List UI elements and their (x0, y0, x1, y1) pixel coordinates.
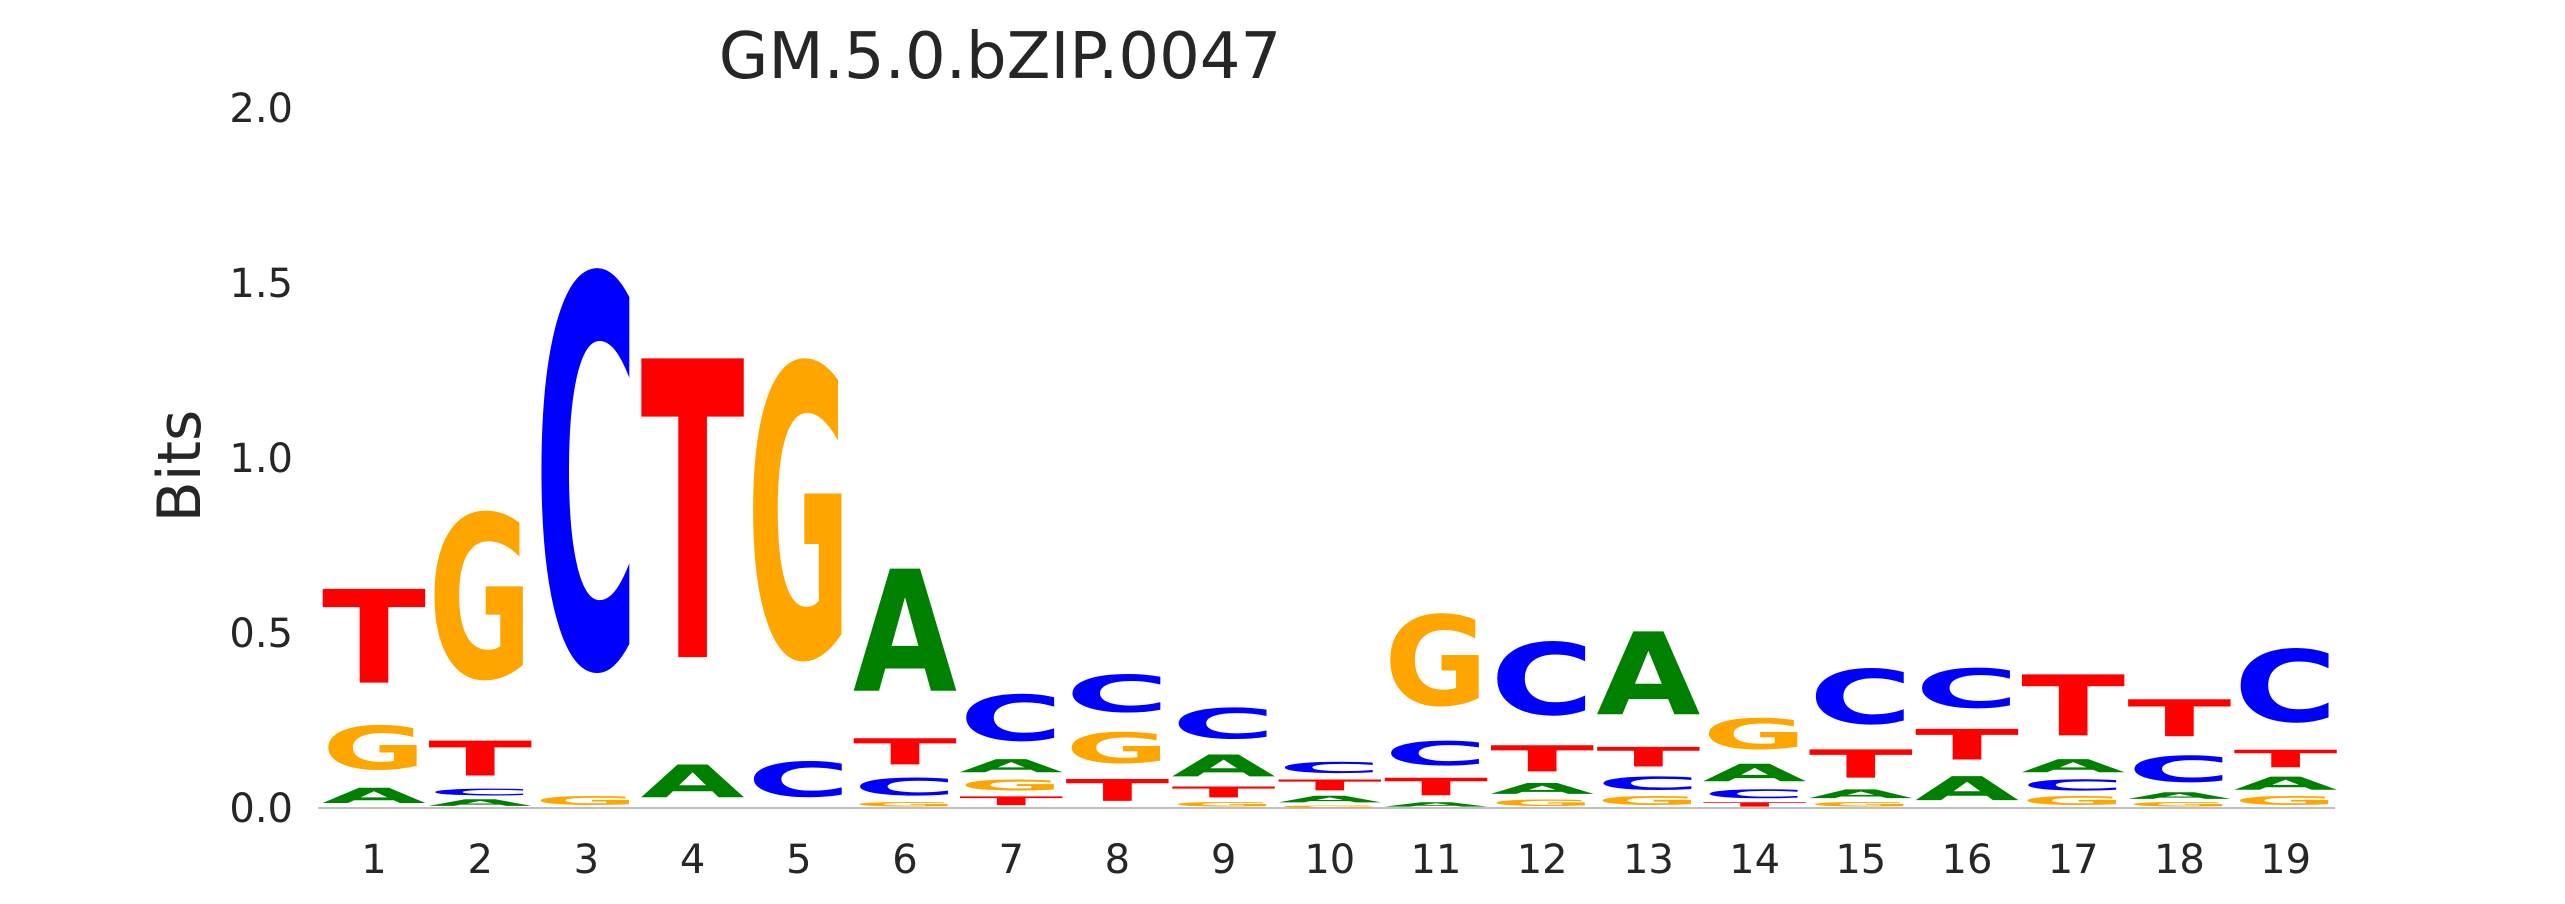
x-tick-label: 17 (2048, 837, 2099, 883)
logo-letter-T: T (1809, 742, 1913, 787)
logo-letter-G: G (1065, 724, 1169, 773)
logo-letter-C: C (428, 787, 532, 797)
logo-letter-A: A (1703, 759, 1807, 787)
x-tick-label: 9 (1211, 837, 1236, 883)
logo-letter-T: T (1278, 776, 1382, 794)
logo-letter-A: A (959, 756, 1063, 777)
logo-letter-G: G (1703, 710, 1807, 759)
logo-letter-A: A (428, 798, 532, 808)
x-tick-label: 5 (786, 837, 811, 883)
chart-title: GM.5.0.bZIP.0047 (719, 20, 1281, 94)
logo-letter-C: C (1065, 665, 1169, 724)
logo-letter-G: G (1809, 801, 1913, 808)
logo-letter-G: G (853, 801, 957, 808)
logo-letter-G: G (2234, 794, 2338, 808)
logo-letter-A: A (1278, 794, 1382, 804)
logo-letter-T: T (853, 731, 957, 773)
y-axis-label: Bits (145, 410, 215, 523)
y-tick-labels: 0.0 0.5 1.0 1.5 2.0 (229, 86, 293, 832)
y-tick-label: 0.5 (229, 611, 293, 657)
x-tick-label: 3 (574, 837, 599, 883)
logo-letter-T: T (322, 564, 426, 714)
logo-letter-G: G (428, 469, 532, 730)
logo-letter-T: T (1703, 801, 1807, 808)
x-tick-label: 11 (1411, 837, 1462, 883)
logo-letter-C: C (747, 752, 851, 808)
y-tick-label: 2.0 (229, 86, 293, 132)
logo-letter-C: C (534, 169, 638, 792)
logo-letter-G: G (1278, 805, 1382, 808)
logo-letter-A: A (2234, 773, 2338, 794)
logo-letter-C: C (2234, 630, 2338, 745)
logo-letter-A: A (641, 756, 746, 808)
logo-letter-A: A (1172, 749, 1276, 784)
logo-letter-T: T (959, 794, 1063, 808)
logo-letter-A: A (322, 784, 426, 808)
x-tick-label: 12 (1517, 837, 1568, 883)
logo-letter-T: T (1065, 773, 1169, 808)
logo-letter-T: T (2127, 689, 2231, 748)
x-tick-label: 19 (2260, 837, 2311, 883)
x-tick-label: 6 (892, 837, 917, 883)
logo-letter-A: A (1384, 801, 1489, 808)
logo-letter-G: G (322, 714, 426, 783)
logo-letter-A: A (1915, 770, 2019, 808)
logo-letter-A: A (1490, 780, 1594, 798)
x-tick-label: 16 (1942, 837, 1993, 883)
logo-letter-T: T (2234, 745, 2338, 773)
logo-letter-A: A (1596, 609, 1700, 741)
logo-letter-C: C (1703, 787, 1807, 801)
logo-letter-A: A (2021, 756, 2125, 777)
logo-letter-T: T (1596, 741, 1700, 772)
x-tick-label: 8 (1105, 837, 1130, 883)
logo-letter-T: T (1915, 721, 2019, 770)
y-tick-label: 1.0 (229, 436, 293, 482)
logo-letter-G: G (1384, 592, 1488, 735)
logo-letter-T: T (1172, 783, 1276, 801)
logo-letter-G: G (1172, 801, 1276, 808)
x-tick-label: 4 (680, 837, 705, 883)
logo-letter-C: C (1172, 700, 1276, 749)
logo-letter-A: A (1809, 787, 1913, 801)
logo-letter-C: C (1915, 658, 2019, 720)
x-tick-label: 7 (998, 837, 1023, 883)
logo-letter-G: G (2021, 794, 2125, 808)
logo-letter-T: T (1490, 738, 1594, 780)
logo-letter-C: C (1596, 773, 1700, 794)
logo-letter-C: C (1490, 623, 1594, 738)
logo-letter-G: G (534, 794, 638, 808)
logo-letter-G: G (1490, 798, 1594, 808)
logo-letter-A: A (2127, 791, 2231, 801)
x-tick-label: 2 (467, 837, 492, 883)
logo-letter-C: C (2021, 776, 2125, 794)
logo-letter-G: G (747, 285, 851, 752)
logo-letter-T: T (1384, 773, 1488, 801)
logo-letter-T: T (428, 731, 532, 787)
logo-letter-C: C (2127, 749, 2231, 791)
logo-letter-C: C (1278, 759, 1382, 777)
x-tick-label: 13 (1623, 837, 1674, 883)
logo-letter-G: G (1596, 794, 1700, 808)
x-tick-label: 15 (1835, 837, 1886, 883)
x-tick-label: 14 (1729, 837, 1780, 883)
x-tick-labels: 1 2 3 4 5 6 7 8 9 10 11 12 13 14 15 16 17 18 19 (361, 837, 2311, 883)
x-tick-label: 10 (1304, 837, 1355, 883)
logo-letter-A: A (853, 535, 957, 730)
logo-letter-T: T (641, 277, 746, 754)
logo-letter-C: C (959, 682, 1063, 755)
logo-letter-T: T (2021, 658, 2125, 755)
logo-letter-G: G (2127, 801, 2231, 808)
y-tick-label: 0.0 (229, 786, 293, 832)
logo-letter-C: C (1809, 654, 1913, 741)
logo-letter-C: C (1384, 735, 1488, 773)
y-tick-label: 1.5 (229, 261, 293, 307)
logo-letter-G: G (959, 777, 1063, 794)
x-tick-label: 1 (361, 837, 386, 883)
logo-letter-C: C (853, 773, 957, 801)
x-tick-label: 18 (2154, 837, 2205, 883)
